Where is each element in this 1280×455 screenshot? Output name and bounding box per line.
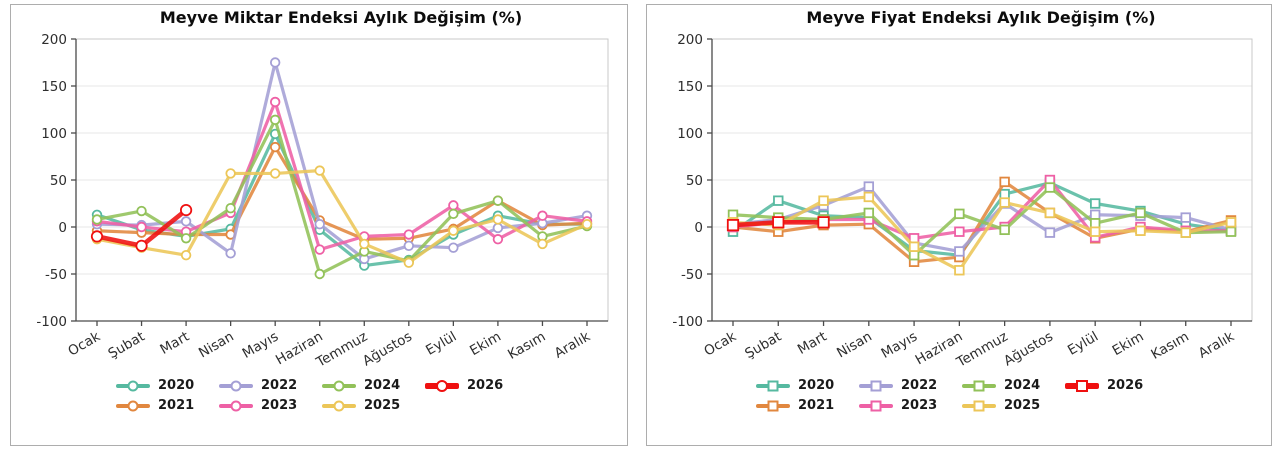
legend-item-2026: 2026 — [1065, 377, 1162, 394]
legend-item-2025: 2025 — [322, 397, 419, 414]
legend-square-marker — [859, 400, 893, 412]
legend-label: 2024 — [1004, 378, 1041, 393]
svg-text:100: 100 — [677, 126, 703, 142]
legend-item-2020: 2020 — [756, 377, 853, 394]
legend-item-2023: 2023 — [859, 397, 956, 414]
series-2026 — [90, 203, 193, 252]
svg-text:Ocak: Ocak — [65, 329, 103, 360]
legend-square-marker — [962, 380, 996, 392]
svg-text:0: 0 — [58, 220, 67, 236]
legend-item-2023: 2023 — [219, 397, 316, 414]
series-2026 — [726, 216, 830, 232]
chart-title-fiyat: Meyve Fiyat Endeksi Aylık Değişim (%) — [806, 8, 1156, 27]
svg-text:-50: -50 — [45, 267, 67, 283]
legend-label: 2024 — [364, 378, 401, 393]
legend-circle-marker — [116, 400, 150, 412]
legend-label: 2021 — [798, 398, 835, 413]
svg-text:50: 50 — [50, 173, 67, 189]
svg-text:Temmuz: Temmuz — [953, 329, 1011, 371]
gridlines — [76, 38, 608, 322]
legend-circle-marker — [322, 400, 356, 412]
legend-item-2024: 2024 — [962, 377, 1059, 394]
svg-text:Nisan: Nisan — [834, 329, 875, 362]
svg-text:Şubat: Şubat — [742, 329, 784, 362]
chart-legend-miktar: 2020 2022 2024 2026 2021 2023 2025 — [11, 377, 627, 414]
legend-label: 2023 — [901, 398, 938, 413]
legend-square-marker — [962, 400, 996, 412]
chart-panel-miktar: 200 150 100 50 0 -50 -100 Ocak Şubat Mart Nisan May… — [10, 4, 628, 446]
legend-label: 2025 — [364, 398, 401, 413]
legend-label: 2026 — [1107, 378, 1144, 393]
legend-label: 2022 — [261, 378, 298, 393]
legend-item-2025: 2025 — [962, 397, 1059, 414]
svg-text:Mart: Mart — [795, 329, 830, 358]
gridlines — [712, 38, 1252, 322]
legend-circle-marker — [116, 380, 150, 392]
chart-legend-fiyat: 2020 2022 2024 2026 2021 2023 2025 — [647, 377, 1271, 414]
legend-square-marker — [756, 400, 790, 412]
legend-item-2022: 2022 — [859, 377, 956, 394]
y-axis-ticks: 200 150 100 50 0 -50 -100 — [36, 32, 76, 330]
legend-label: 2023 — [261, 398, 298, 413]
svg-text:Aralık: Aralık — [552, 329, 593, 362]
x-axis-ticks: Ocak Şubat Mart Nisan MayısHaziranTemmuzAğus… — [701, 321, 1237, 371]
legend-circle-marker — [425, 379, 459, 392]
svg-text:Eylül: Eylül — [423, 329, 459, 359]
legend-square-marker — [756, 380, 790, 392]
svg-text:150: 150 — [41, 79, 67, 95]
svg-text:Ekim: Ekim — [1110, 329, 1147, 359]
legend-item-2020: 2020 — [116, 377, 213, 394]
svg-text:Ağustos: Ağustos — [360, 329, 415, 370]
legend-label: 2020 — [798, 378, 835, 393]
legend-label: 2022 — [901, 378, 938, 393]
series-2020 — [91, 128, 593, 271]
svg-text:Eylül: Eylül — [1065, 329, 1101, 359]
svg-text:100: 100 — [41, 126, 67, 142]
svg-text:Ekim: Ekim — [467, 329, 504, 359]
series-2025 — [727, 191, 1237, 276]
svg-text:Ocak: Ocak — [701, 329, 739, 360]
legend-circle-marker — [219, 400, 253, 412]
svg-text:200: 200 — [41, 32, 67, 48]
legend-item-2026: 2026 — [425, 377, 522, 394]
legend-label: 2025 — [1004, 398, 1041, 413]
svg-text:Ağustos: Ağustos — [1001, 329, 1056, 370]
legend-label: 2026 — [467, 378, 504, 393]
legend-circle-marker — [322, 380, 356, 392]
svg-text:-100: -100 — [672, 314, 703, 330]
chart-panel-fiyat: 200 150 100 50 0 -50 -100 Ocak Şubat Mart Nisan May… — [646, 4, 1272, 446]
svg-text:Kasım: Kasım — [505, 329, 548, 363]
svg-text:Mart: Mart — [157, 329, 192, 358]
legend-circle-marker — [219, 380, 253, 392]
svg-text:-50: -50 — [681, 267, 703, 283]
svg-text:Kasım: Kasım — [1148, 329, 1191, 363]
chart-title-miktar: Meyve Miktar Endeksi Aylık Değişim (%) — [159, 8, 523, 27]
legend-square-marker — [1065, 379, 1099, 392]
series-2025 — [91, 165, 593, 268]
svg-text:200: 200 — [677, 32, 703, 48]
series-2024 — [91, 114, 593, 280]
svg-text:150: 150 — [677, 79, 703, 95]
y-axis-ticks: 200 150 100 50 0 -50 -100 — [672, 32, 712, 330]
svg-text:Şubat: Şubat — [106, 329, 148, 362]
legend-item-2024: 2024 — [322, 377, 419, 394]
legend-label: 2020 — [158, 378, 195, 393]
legend-label: 2021 — [158, 398, 195, 413]
x-axis-ticks: Ocak Şubat Mart Nisan MayısHaziranTemmuzAğus… — [65, 321, 593, 371]
legend-item-2021: 2021 — [756, 397, 853, 414]
svg-text:-100: -100 — [36, 314, 67, 330]
svg-text:0: 0 — [694, 220, 703, 236]
svg-text:Nisan: Nisan — [196, 329, 237, 362]
legend-item-2022: 2022 — [219, 377, 316, 394]
svg-text:Aralık: Aralık — [1196, 329, 1237, 362]
legend-item-2021: 2021 — [116, 397, 213, 414]
legend-square-marker — [859, 380, 893, 392]
svg-text:50: 50 — [686, 173, 703, 189]
